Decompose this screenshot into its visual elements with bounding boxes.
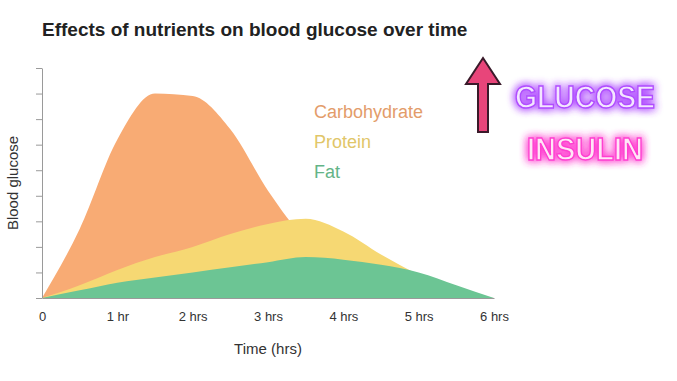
x-tick: 1 hr	[107, 298, 130, 324]
x-tick-label: 5 hrs	[405, 309, 434, 324]
y-tick-mark	[36, 94, 42, 95]
x-tick: 0	[39, 298, 46, 324]
legend-entry: Fat	[314, 162, 340, 182]
area	[42, 257, 494, 298]
area	[42, 94, 494, 298]
y-tick-mark	[36, 170, 42, 171]
y-tick	[36, 221, 42, 222]
x-axis: 0 1 hr 2 hrs 3 hrs 4 hrs 5 hrs 6 hrs	[39, 298, 510, 324]
y-tick	[36, 68, 42, 69]
y-tick-mark	[36, 221, 42, 222]
x-axis-line	[43, 298, 495, 299]
x-tick: 5 hrs	[405, 298, 434, 324]
x-tick-label: 0	[39, 309, 46, 324]
y-axis	[36, 69, 43, 299]
legend-entry: Protein	[314, 132, 371, 152]
x-axis-title: Time (hrs)	[234, 340, 302, 357]
x-tick: 6 hrs	[480, 298, 509, 324]
y-tick-mark	[36, 298, 42, 299]
x-tick-label: 6 hrs	[480, 309, 509, 324]
chart: Effects of nutrients on blood glucose ov…	[0, 0, 677, 381]
y-tick	[36, 119, 42, 120]
title: Effects of nutrients on blood glucose ov…	[42, 19, 467, 40]
annotation: INSULIN	[527, 131, 643, 167]
y-tick-mark	[36, 145, 42, 146]
y-tick-mark	[36, 119, 42, 120]
y-tick	[36, 298, 42, 299]
y-tick	[36, 272, 42, 273]
legend: Carbohydrate Protein Fat	[314, 102, 423, 182]
arrow	[466, 58, 500, 132]
area	[42, 219, 494, 298]
y-tick	[36, 247, 42, 248]
y-tick-mark	[36, 68, 42, 69]
y-tick	[36, 94, 42, 95]
x-tick: 3 hrs	[254, 298, 283, 324]
y-tick-mark	[36, 272, 42, 273]
x-tick: 4 hrs	[329, 298, 358, 324]
y-axis-line	[42, 69, 43, 299]
x-tick-label: 2 hrs	[179, 309, 208, 324]
y-axis-title: Blood glucose	[4, 136, 21, 230]
annotation: GLUCOSE	[515, 79, 655, 115]
y-tick	[36, 145, 42, 146]
y-tick	[36, 196, 42, 197]
y-tick-mark	[36, 196, 42, 197]
x-tick: 2 hrs	[179, 298, 208, 324]
x-tick-label: 4 hrs	[329, 309, 358, 324]
x-tick-label: 1 hr	[107, 309, 130, 324]
x-tick-label: 3 hrs	[254, 309, 283, 324]
y-tick-mark	[36, 247, 42, 248]
y-tick	[36, 170, 42, 171]
legend-entry: Carbohydrate	[314, 102, 423, 122]
plot-area	[42, 94, 494, 298]
